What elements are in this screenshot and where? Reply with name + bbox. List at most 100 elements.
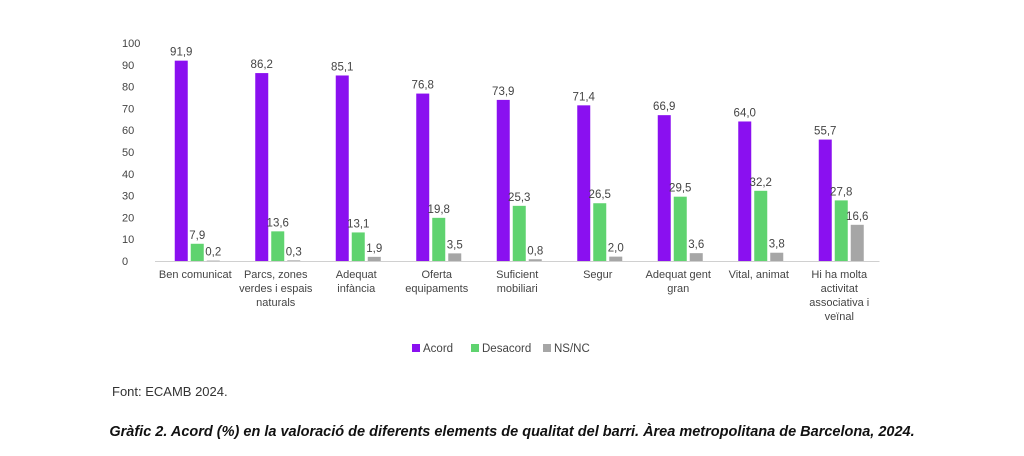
x-category-label: Ben comunicat — [159, 269, 232, 281]
data-label: 76,8 — [412, 80, 434, 92]
x-category-label-line: equipaments — [405, 283, 468, 295]
bar-acord — [738, 121, 752, 261]
bar-acord — [496, 99, 510, 261]
bar-nsnc — [528, 259, 542, 261]
x-category-label-line: Parcs, zones — [244, 269, 308, 281]
x-category-label-line: Vital, animat — [729, 269, 789, 281]
y-tick-label: 10 — [122, 234, 134, 246]
source-note: Font: ECAMB 2024. — [112, 384, 228, 399]
bar-desacord — [432, 217, 446, 261]
x-category-label: Hi ha molta activitat associativa i veïnal — [809, 269, 869, 323]
y-tick-label: 60 — [122, 125, 134, 137]
legend-swatch — [412, 344, 420, 352]
bar-nsnc — [287, 260, 301, 261]
data-label: 85,1 — [331, 61, 353, 73]
x-category-label: Suficient mobiliari — [496, 269, 538, 295]
x-category-label-line: gran — [667, 283, 689, 295]
bar-nsnc — [367, 256, 381, 261]
bar-acord — [657, 115, 671, 262]
x-category-label-line: mobiliari — [497, 283, 538, 295]
data-label: 3,8 — [769, 239, 785, 251]
y-tick-label: 0 — [122, 256, 128, 268]
x-category-label: Segur — [583, 269, 613, 281]
bar-desacord — [190, 243, 204, 261]
bar-chart: 0 10 20 30 40 50 60 70 80 90 100 91,9 7,90,2 Ben comu… — [122, 38, 880, 355]
bar-acord — [577, 105, 591, 262]
data-label: 55,7 — [814, 126, 836, 138]
x-category-label-line: verdes i espais — [239, 283, 313, 295]
x-category-label: Adequat gent gran — [646, 269, 711, 295]
data-label: 29,5 — [669, 183, 691, 195]
bar-desacord — [754, 190, 768, 261]
x-category-label-line: Hi ha molta — [811, 269, 868, 281]
x-category-label: Parcs, zones verdes i espais naturals — [239, 269, 313, 309]
bar-acord — [335, 75, 349, 262]
y-tick-label: 90 — [122, 60, 134, 72]
x-category-label-line: Suficient — [496, 269, 538, 281]
bar-acord — [174, 60, 188, 261]
y-tick-label: 80 — [122, 82, 134, 94]
data-label: 86,2 — [251, 59, 273, 71]
legend-swatch — [543, 344, 551, 352]
data-label: 2,0 — [608, 243, 624, 255]
x-category-label-line: Adequat — [336, 269, 377, 281]
data-label: 32,2 — [750, 177, 772, 189]
x-category-label-line: Oferta — [421, 269, 452, 281]
y-tick-label: 30 — [122, 191, 134, 203]
data-label: 73,9 — [492, 86, 514, 98]
bar-nsnc — [770, 252, 784, 261]
legend-entry: Acord — [423, 343, 453, 355]
bar-desacord — [271, 231, 285, 261]
data-label: 0,8 — [527, 245, 543, 257]
data-label: 25,3 — [508, 192, 530, 204]
legend-entry: NS/NC — [554, 343, 590, 355]
x-category-label-line: naturals — [256, 297, 296, 309]
y-tick-label: 40 — [122, 169, 134, 181]
data-label: 3,6 — [688, 239, 704, 251]
data-label: 66,9 — [653, 101, 675, 113]
y-tick-label: 20 — [122, 212, 134, 224]
figure-caption: Gràfic 2. Acord (%) en la valoració de d… — [109, 424, 915, 440]
bar-acord — [416, 93, 430, 262]
x-category-label: Vital, animat — [729, 269, 789, 281]
data-label: 16,6 — [846, 211, 868, 223]
data-label: 1,9 — [366, 243, 382, 255]
bar-nsnc — [850, 224, 864, 261]
bar-desacord — [593, 203, 607, 261]
x-category-label-line: Ben comunicat — [159, 269, 232, 281]
data-label: 71,4 — [573, 91, 596, 103]
data-label: 13,1 — [347, 218, 369, 230]
x-category-label-line: Adequat gent — [646, 269, 711, 281]
data-label: 19,8 — [428, 204, 450, 216]
y-tick-label: 50 — [122, 147, 134, 159]
data-label: 91,9 — [170, 47, 192, 59]
x-category-label-line: activitat — [821, 283, 858, 295]
legend-entry: Desacord — [482, 343, 531, 355]
data-label: 0,2 — [205, 247, 221, 259]
y-tick-label: 100 — [122, 38, 140, 50]
bar-nsnc — [689, 253, 703, 261]
bar-desacord — [834, 200, 848, 261]
data-label: 26,5 — [589, 189, 611, 201]
x-category-label-line: Segur — [583, 269, 613, 281]
bar-nsnc — [448, 253, 462, 261]
data-label: 13,6 — [267, 217, 289, 229]
bar-desacord — [351, 232, 365, 261]
bar-acord — [818, 139, 832, 261]
data-label: 0,3 — [286, 246, 302, 258]
data-label: 27,8 — [830, 186, 852, 198]
legend-swatch — [471, 344, 479, 352]
x-category-label-line: infància — [337, 283, 376, 295]
data-label: 7,9 — [189, 230, 205, 242]
bar-nsnc — [609, 256, 623, 261]
bar-desacord — [512, 205, 526, 261]
x-category-label: Adequat infància — [336, 269, 377, 295]
bar-nsnc — [206, 260, 220, 262]
bar-desacord — [673, 196, 687, 261]
x-category-label-line: associativa i — [809, 297, 869, 309]
data-label: 64,0 — [734, 107, 756, 119]
bar-acord — [255, 73, 269, 261]
y-tick-label: 70 — [122, 103, 134, 115]
x-category-label: Oferta equipaments — [405, 269, 468, 295]
data-label: 3,5 — [447, 239, 463, 251]
